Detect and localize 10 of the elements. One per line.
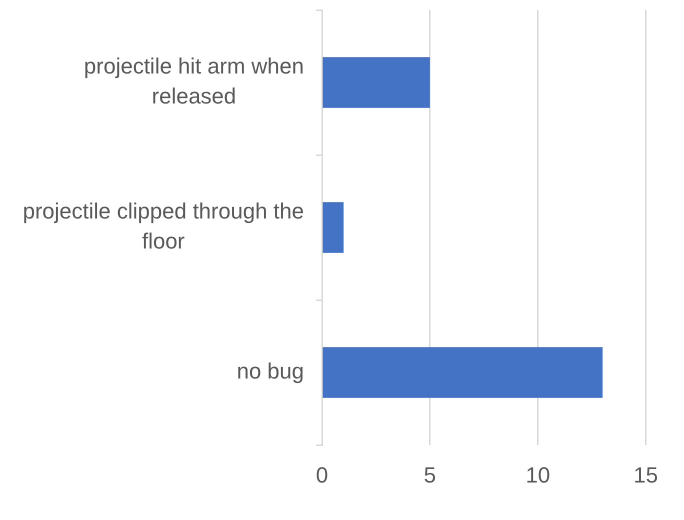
bar	[322, 202, 344, 253]
x-tick-label: 10	[526, 462, 550, 488]
y-tick-label: no bug	[236, 358, 304, 384]
y-tick-label: projectile hit arm when released	[84, 54, 304, 109]
bar	[322, 57, 430, 108]
x-tick-label: 5	[424, 462, 436, 488]
y-tick-label: projectile clipped through the floor	[22, 198, 304, 254]
x-tick-label: 15	[634, 462, 658, 488]
bar	[322, 347, 603, 398]
x-tick-label: 0	[316, 462, 328, 488]
